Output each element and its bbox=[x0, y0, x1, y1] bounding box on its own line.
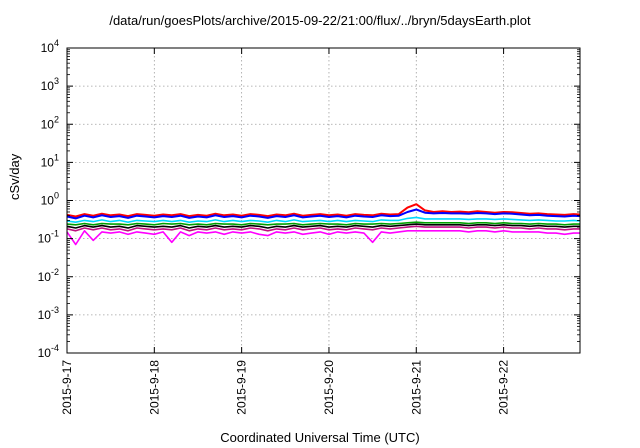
x-tick-label: 2015-9-18 bbox=[147, 360, 161, 415]
y-axis-label: cSv/day bbox=[7, 153, 22, 200]
y-tick-label: 100 bbox=[41, 191, 59, 208]
y-tick-label: 102 bbox=[41, 114, 59, 131]
series-line bbox=[66, 203, 581, 218]
series-line bbox=[66, 208, 581, 220]
series-line bbox=[66, 230, 580, 246]
series-line bbox=[66, 221, 580, 226]
series-line bbox=[66, 225, 580, 232]
y-tick-label: 10-3 bbox=[38, 305, 59, 322]
y-tick-label: 10-2 bbox=[38, 267, 59, 284]
x-tick-label: 2015-9-21 bbox=[409, 360, 423, 415]
x-tick-label: 2015-9-20 bbox=[322, 360, 336, 415]
grid-layer bbox=[67, 48, 580, 353]
series-line bbox=[66, 223, 580, 229]
x-tick-label: 2015-9-17 bbox=[60, 360, 74, 415]
y-tick-label: 10-4 bbox=[38, 343, 59, 360]
x-tick-label: 2015-9-22 bbox=[497, 360, 511, 415]
x-axis-label: Coordinated Universal Time (UTC) bbox=[220, 430, 420, 445]
x-tick-label: 2015-9-19 bbox=[235, 360, 249, 415]
y-tick-label: 10-1 bbox=[38, 229, 59, 246]
chart-title: /data/run/goesPlots/archive/2015-09-22/2… bbox=[109, 13, 531, 28]
series-layer bbox=[66, 203, 581, 246]
y-tick-label: 103 bbox=[41, 76, 59, 93]
y-tick-label: 101 bbox=[41, 152, 59, 169]
y-tick-label: 104 bbox=[41, 38, 59, 55]
series-line bbox=[66, 216, 581, 223]
axis-layer: 10-4 10-3 10-2 10-1 100 101 102 103 104 2015-9-17… bbox=[38, 38, 580, 415]
